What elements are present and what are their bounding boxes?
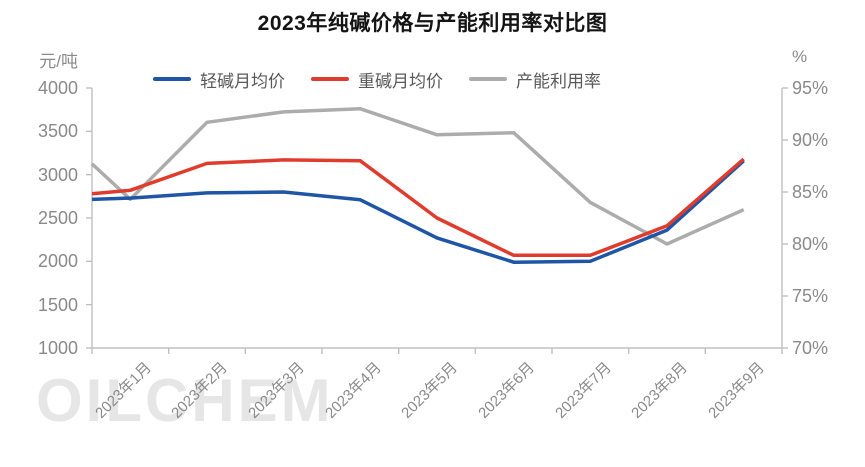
left-axis-unit: 元/吨 (39, 52, 78, 71)
right-axis-unit: % (792, 47, 808, 66)
left-axis-tick-label: 1500 (37, 294, 78, 315)
left-axis-tick-label: 1000 (37, 338, 78, 358)
watermark: OILCHEM (36, 367, 334, 434)
chart-title: 2023年纯碱价格与产能利用率对比图 (257, 12, 608, 35)
right-axis-tick-label: 85% (792, 182, 829, 202)
right-axis-tick-label: 80% (792, 234, 829, 254)
legend-line-swatch (153, 77, 191, 81)
left-axis-tick-label: 2000 (37, 251, 78, 272)
legend: 轻碱月均价 重碱月均价 产能利用率 (92, 66, 662, 92)
left-axis-tick-label: 3500 (37, 121, 78, 142)
right-axis-tick-label: 90% (792, 130, 829, 150)
left-axis-tick-label: 3000 (37, 164, 78, 185)
series-line-重碱月均价 (91, 157, 745, 258)
legend-item: 重碱月均价 (311, 67, 443, 92)
right-axis-tick-label: 75% (792, 286, 829, 306)
legend-label: 重碱月均价 (358, 71, 443, 91)
legend-item: 轻碱月均价 (153, 67, 285, 92)
right-axis-tick-label: 70% (792, 338, 829, 358)
legend-item: 产能利用率 (469, 67, 601, 92)
series-line-轻碱月均价 (91, 159, 745, 264)
left-axis-tick-label: 4000 (37, 78, 78, 98)
right-axis-tick-label: 95% (792, 78, 829, 98)
legend-label: 产能利用率 (516, 71, 601, 91)
series-line-产能利用率 (90, 107, 745, 246)
legend-line-swatch (311, 77, 349, 81)
legend-label: 轻碱月均价 (200, 71, 285, 91)
legend-line-swatch (469, 77, 507, 81)
left-axis-tick-label: 2500 (37, 208, 78, 228)
